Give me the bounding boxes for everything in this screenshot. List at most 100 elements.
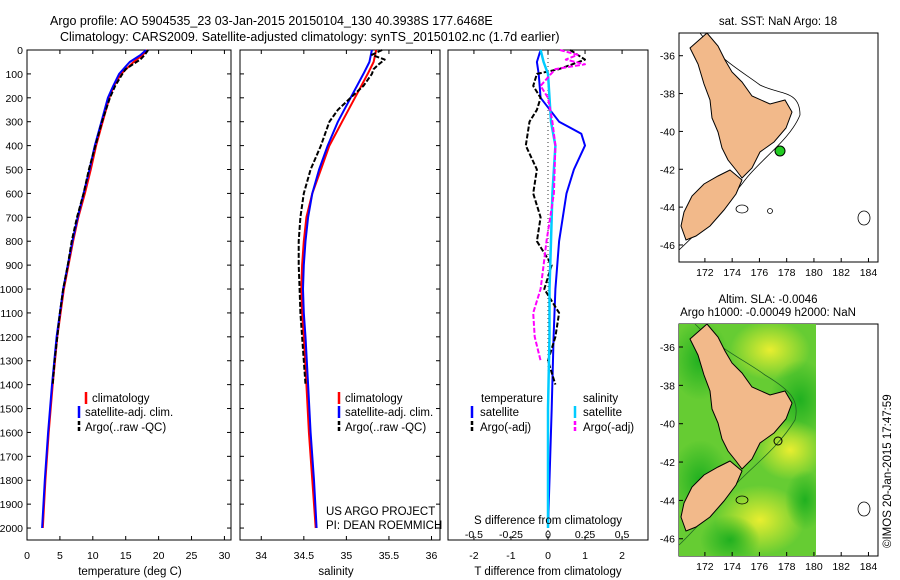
legend-argo-label: Argo(..raw -QC) bbox=[85, 422, 166, 434]
map-x-tick-label: 176 bbox=[751, 561, 769, 573]
credit-text: ©IMOS 20-Jan-2015 17:47:59 bbox=[882, 394, 894, 548]
y-tick-label: 2000 bbox=[0, 523, 23, 535]
map-x-tick-label: 180 bbox=[805, 267, 823, 279]
map-x-tick-label: 174 bbox=[723, 561, 741, 573]
legend-sal-satellite-label: satellite bbox=[583, 407, 622, 419]
map-x-tick-label: 178 bbox=[778, 267, 796, 279]
temperature-legend: climatology satellite-adj. clim. Argo(..… bbox=[77, 392, 173, 434]
north-island-land bbox=[689, 324, 793, 470]
series-line bbox=[51, 49, 149, 385]
map-y-tick-label: -42 bbox=[660, 457, 675, 469]
s-tick-label: 0.25 bbox=[575, 529, 596, 541]
y-tick-label: 1900 bbox=[0, 499, 23, 511]
sla-field bbox=[679, 324, 816, 556]
y-tick-label: 1100 bbox=[0, 308, 23, 320]
north-island-land bbox=[689, 33, 793, 179]
x-tick-label: 36 bbox=[426, 550, 438, 562]
sst-map-islet bbox=[767, 208, 773, 214]
x-tick-label: 35.5 bbox=[379, 550, 400, 562]
legend-climatology-label: climatology bbox=[92, 393, 150, 405]
map-y-tick-label: -40 bbox=[660, 126, 675, 138]
y-tick-label: 1200 bbox=[0, 332, 23, 344]
map-x-tick-label: 176 bbox=[751, 267, 769, 279]
map-x-tick-label: 180 bbox=[805, 561, 823, 573]
series-line bbox=[524, 49, 586, 385]
legend-temp-title: temperature bbox=[481, 393, 543, 405]
y-tick-label: 1400 bbox=[0, 380, 23, 392]
map-y-tick-label: -36 bbox=[660, 51, 675, 63]
x-tick-label: 0 bbox=[545, 550, 551, 562]
y-tick-label: 200 bbox=[5, 93, 23, 105]
chatham-islands bbox=[857, 501, 871, 517]
project-line1: US ARGO PROJECT bbox=[326, 506, 435, 518]
legend-sal-title: salinity bbox=[583, 393, 618, 405]
legend-climatology-label: climatology bbox=[345, 393, 403, 405]
x-tick-label: 1 bbox=[582, 550, 588, 562]
map-x-tick-label: 172 bbox=[696, 267, 714, 279]
map-y-tick-label: -44 bbox=[660, 495, 675, 507]
x-tick-label: 25 bbox=[186, 550, 198, 562]
y-tick-label: 300 bbox=[5, 117, 23, 129]
y-tick-label: 1300 bbox=[0, 356, 23, 368]
header-line1: Argo profile: AO 5904535_23 03-Jan-2015 … bbox=[50, 14, 493, 28]
y-tick-label: 1500 bbox=[0, 404, 23, 416]
series-line bbox=[302, 49, 373, 529]
y-tick-label: 500 bbox=[5, 165, 23, 177]
sla-map-title2: Argo h1000: -0.00049 h2000: NaN bbox=[680, 307, 856, 319]
salinity-panel-frame bbox=[239, 49, 441, 541]
series-line bbox=[41, 49, 147, 529]
chatham-islands bbox=[857, 210, 871, 226]
y-tick-label: 100 bbox=[5, 69, 23, 81]
y-tick-label: 700 bbox=[5, 212, 23, 224]
sst-map-title: sat. SST: NaN Argo: 18 bbox=[719, 16, 837, 28]
x-tick-label: 2 bbox=[619, 550, 625, 562]
header-line2: Climatology: CARS2009. Satellite-adjuste… bbox=[60, 30, 560, 44]
x-tick-label: 34 bbox=[255, 550, 267, 562]
x-tick-label: 0 bbox=[24, 550, 30, 562]
profile-lines bbox=[41, 49, 586, 529]
series-line bbox=[532, 49, 586, 361]
map-y-tick-label: -46 bbox=[660, 534, 675, 546]
map-y-tick-label: -40 bbox=[660, 419, 675, 431]
x-tick-label: -1 bbox=[506, 550, 515, 562]
legend-satellite-label: satellite-adj. clim. bbox=[345, 407, 433, 419]
sla-map-ticks: 172 174 176 178 180 182 184 -36 -38 -40 -42 -44 -46 bbox=[660, 342, 878, 573]
map-x-tick-label: 178 bbox=[778, 561, 796, 573]
y-tick-label: 600 bbox=[5, 188, 23, 200]
map-x-tick-label: 172 bbox=[696, 561, 714, 573]
x-tick-label: 15 bbox=[120, 550, 132, 562]
map-y-tick-label: -44 bbox=[660, 202, 675, 214]
temperature-xlabel: temperature (deg C) bbox=[78, 566, 182, 578]
x-tick-label: -2 bbox=[469, 550, 478, 562]
s-tick-label: 0.5 bbox=[615, 529, 630, 541]
temperature-panel-frame bbox=[26, 49, 232, 541]
s-tick-label: -0.5 bbox=[465, 529, 483, 541]
map-y-tick-label: -38 bbox=[660, 89, 675, 101]
salinity-xlabel: salinity bbox=[318, 566, 353, 578]
difference-legend: temperature salinity satellite Argo(-adj… bbox=[470, 393, 634, 434]
sla-map: 172 174 176 178 180 182 184 -36 -38 -40 -42 -44 -46 bbox=[660, 323, 879, 573]
salinity-legend: climatology satellite-adj. clim. Argo(..… bbox=[337, 392, 433, 434]
south-island-land bbox=[680, 460, 743, 532]
legend-sal-argo-label: Argo(-adj) bbox=[583, 422, 634, 434]
legend-argo-label: Argo(..raw -QC) bbox=[345, 422, 426, 434]
legend-satellite-label: satellite-adj. clim. bbox=[85, 407, 173, 419]
map-x-tick-label: 174 bbox=[723, 267, 741, 279]
map-x-tick-label: 182 bbox=[832, 561, 850, 573]
sst-map-island bbox=[735, 204, 749, 214]
map-x-tick-label: 184 bbox=[860, 267, 878, 279]
y-tick-label: 0 bbox=[17, 45, 23, 57]
y-tick-label: 1000 bbox=[0, 284, 23, 296]
x-tick-label: 10 bbox=[87, 550, 99, 562]
y-tick-label: 1800 bbox=[0, 475, 23, 487]
sst-map-ticks: 172 174 176 178 180 182 184 -36 -38 -40 -42 -44 -46 bbox=[660, 51, 878, 279]
sla-map-title1: Altim. SLA: -0.0046 bbox=[718, 294, 817, 306]
legend-temp-satellite-label: satellite bbox=[480, 407, 519, 419]
series-line bbox=[535, 49, 586, 529]
difference-xlabel-s: S difference from climatology bbox=[474, 515, 622, 527]
y-tick-label: 1700 bbox=[0, 451, 23, 463]
legend-temp-argo-label: Argo(-adj) bbox=[480, 422, 531, 434]
x-tick-label: 20 bbox=[153, 550, 165, 562]
float-position-marker bbox=[773, 436, 783, 446]
